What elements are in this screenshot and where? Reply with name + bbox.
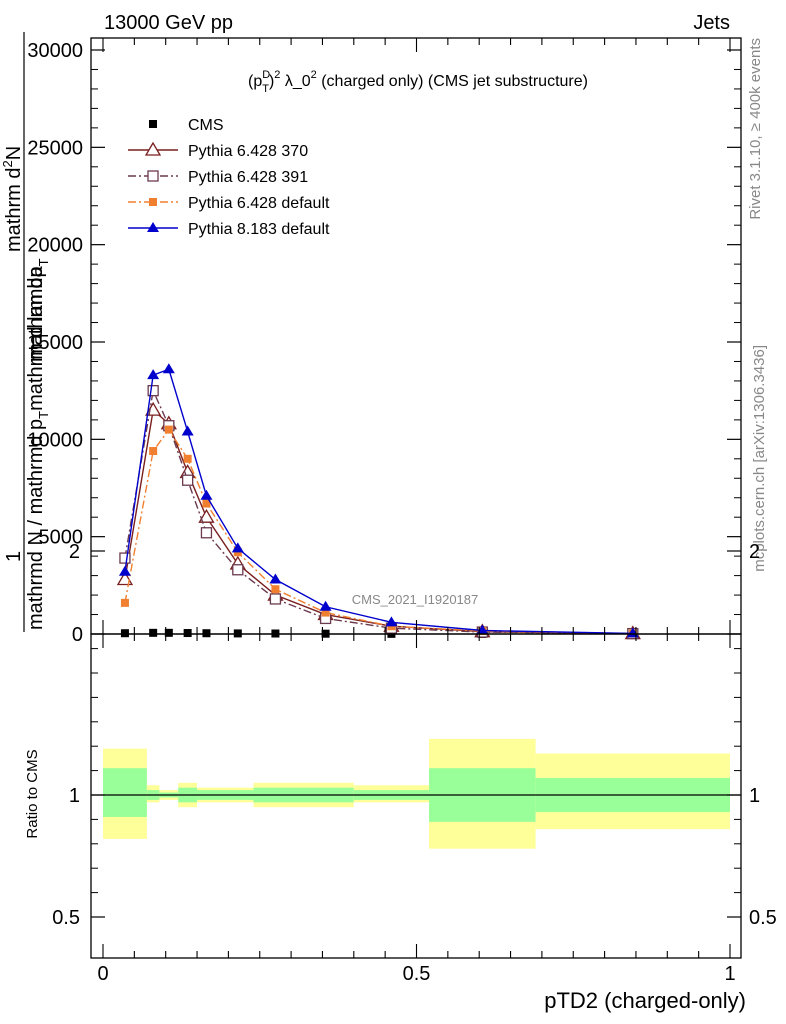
legend-marker bbox=[149, 120, 157, 128]
header-left: 13000 GeV pp bbox=[104, 12, 233, 34]
data-point bbox=[269, 593, 282, 605]
legend-marker bbox=[147, 170, 159, 182]
data-point bbox=[271, 585, 280, 594]
data-point bbox=[200, 527, 213, 539]
data-point bbox=[321, 608, 330, 617]
data-point bbox=[164, 425, 173, 434]
data-point bbox=[231, 542, 244, 553]
data-point bbox=[181, 425, 194, 436]
data-point bbox=[181, 474, 194, 486]
legend-entry: Pythia 6.428 370 bbox=[128, 141, 308, 160]
y-tick-label: 0 bbox=[72, 624, 83, 646]
ratio-y-tick-label-right: 2 bbox=[749, 541, 760, 563]
legend-marker bbox=[144, 141, 162, 156]
legend: CMS Pythia 6.428 370 Pythia 6.428 391 Pythi… bbox=[128, 117, 330, 238]
legend-label: Pythia 6.428 370 bbox=[188, 143, 308, 160]
mcplots-label: mcplots.cern.ch [arXiv:1306.3436] bbox=[751, 345, 768, 572]
legend-marker bbox=[149, 198, 157, 206]
data-point bbox=[120, 629, 129, 638]
ratio-y-tick-label: 2 bbox=[69, 541, 80, 563]
data-point bbox=[149, 628, 158, 637]
data-point bbox=[200, 489, 213, 500]
plot-title: (pD T)2 λ_02 (charged only) (CMS jet subs… bbox=[248, 69, 588, 95]
data-point bbox=[147, 385, 159, 397]
ratio-green-band bbox=[103, 768, 147, 817]
data-point bbox=[183, 629, 192, 638]
legend-label: Pythia 6.428 default bbox=[188, 195, 330, 212]
y-tick-label: 15000 bbox=[27, 332, 83, 354]
axes: 0 5000 10000 15000 20000 25000 30000 0.5 0.5 1 1 2 2… bbox=[27, 37, 777, 985]
y-tick-label: 30000 bbox=[27, 40, 83, 62]
main-ylabel-prefix-numerator: mathrm d2N bbox=[0, 146, 25, 252]
ratio-y-tick-label: 1 bbox=[69, 785, 80, 807]
data-point bbox=[119, 552, 131, 564]
data-point bbox=[385, 616, 398, 627]
legend-entry: Pythia 6.428 391 bbox=[128, 169, 308, 186]
data-point bbox=[319, 600, 332, 611]
x-tick-label: 0.5 bbox=[403, 963, 431, 985]
y-tick-label: 25000 bbox=[27, 137, 83, 159]
data-point bbox=[198, 508, 215, 523]
legend-entry: Pythia 6.428 default bbox=[128, 195, 330, 212]
legend-label: CMS bbox=[188, 117, 224, 134]
legend-label: Pythia 6.428 391 bbox=[188, 169, 308, 186]
data-point bbox=[202, 629, 211, 638]
y-tick-label: 20000 bbox=[27, 235, 83, 257]
legend-entry: CMS bbox=[149, 117, 224, 134]
ratio-bands bbox=[91, 738, 741, 849]
legend-entry: Pythia 8.183 default bbox=[128, 221, 330, 238]
data-point bbox=[202, 499, 211, 508]
data-point bbox=[118, 565, 131, 576]
watermark: CMS_2021_I1920187 bbox=[352, 592, 479, 607]
ratio-y-tick-label: 0.5 bbox=[52, 907, 80, 929]
ratio-y-tick-label-right: 0.5 bbox=[749, 907, 777, 929]
ratio-ylabel: Ratio to CMS bbox=[24, 749, 41, 838]
data-point bbox=[149, 447, 158, 456]
data-point bbox=[232, 564, 244, 576]
x-tick-label: 1 bbox=[724, 963, 735, 985]
x-tick-label: 0 bbox=[97, 963, 108, 985]
legend-marker bbox=[147, 222, 159, 232]
rivet-label: Rivet 3.1.10, ≥ 400k events bbox=[747, 38, 764, 220]
main-ylabel-denominator: mathrmd N / mathrmd pTmathrm d lamba bbox=[25, 266, 51, 630]
y-tick-label: 5000 bbox=[39, 527, 84, 549]
data-point bbox=[147, 369, 160, 380]
legend-label: Pythia 8.183 default bbox=[188, 221, 330, 238]
main-ylabel-prefix-denominator: mathrm dpT bbox=[25, 258, 51, 362]
ratio-y-tick-label-right: 1 bbox=[749, 785, 760, 807]
xlabel: pTD2 (charged-only) bbox=[544, 988, 746, 1013]
y-tick-label: 10000 bbox=[27, 429, 83, 451]
data-point bbox=[164, 628, 173, 637]
main-ylabel: 1 mathrmd N / mathrmd pTmathrm d lamba m… bbox=[0, 32, 51, 632]
data-point bbox=[183, 454, 192, 463]
main-ylabel-numerator: 1 bbox=[3, 551, 25, 562]
header-right: Jets bbox=[693, 12, 730, 34]
data-point bbox=[162, 363, 175, 374]
data-point bbox=[120, 598, 129, 607]
data-point bbox=[269, 573, 282, 584]
